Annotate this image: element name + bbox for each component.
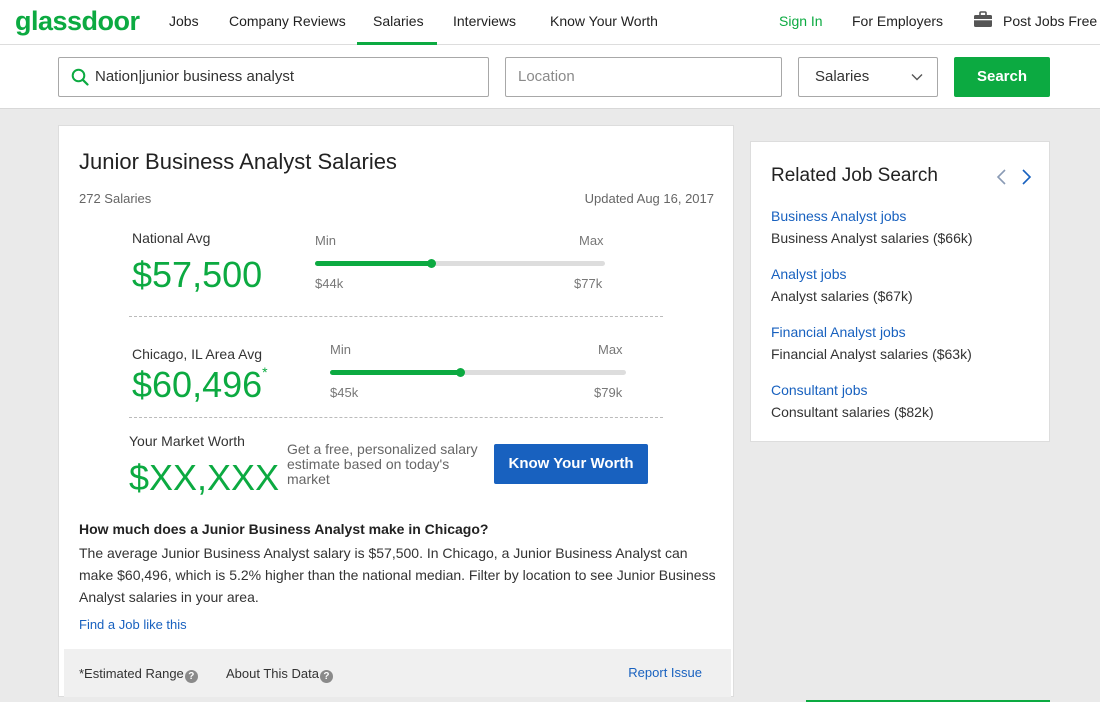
local-avg-label: Chicago, IL Area Avg <box>132 346 262 362</box>
national-avg-label: National Avg <box>132 230 211 246</box>
top-nav: glassdoor Jobs Company Reviews Salaries … <box>0 0 1100 45</box>
faq-question: How much does a Junior Business Analyst … <box>79 521 489 537</box>
market-worth-label: Your Market Worth <box>129 433 245 449</box>
related-salary: Analyst salaries ($67k) <box>771 288 913 304</box>
related-salary: Financial Analyst salaries ($63k) <box>771 346 972 362</box>
local-min-value: $45k <box>330 385 359 400</box>
local-max-value: $79k <box>594 385 623 400</box>
market-worth-value: $XX,XXX <box>129 457 280 498</box>
glassdoor-logo[interactable]: glassdoor <box>15 6 140 36</box>
report-issue-link[interactable]: Report Issue <box>628 665 702 680</box>
related-title: Related Job Search <box>771 165 938 186</box>
related-link[interactable]: Consultant jobs <box>771 382 868 398</box>
briefcase-icon <box>974 11 992 27</box>
sign-in-link[interactable]: Sign In <box>779 13 823 29</box>
divider <box>129 417 663 418</box>
nav-jobs[interactable]: Jobs <box>169 13 199 29</box>
page-title: Junior Business Analyst Salaries <box>79 149 397 174</box>
local-range-bar <box>330 368 626 377</box>
nav-know-your-worth[interactable]: Know Your Worth <box>550 13 658 29</box>
related-link[interactable]: Business Analyst jobs <box>771 208 907 224</box>
nav-salaries[interactable]: Salaries <box>373 13 424 29</box>
national-max-label: Max <box>579 233 604 248</box>
related-job-search-card: Related Job Search Business Analyst jobs… <box>750 141 1050 442</box>
related-link[interactable]: Analyst jobs <box>771 266 847 282</box>
salary-count: 272 Salaries <box>79 191 152 206</box>
nav-interviews[interactable]: Interviews <box>453 13 517 29</box>
active-tab-indicator <box>357 0 437 45</box>
about-data-info[interactable]: About This Data? <box>226 666 333 683</box>
partial-green-bar <box>806 700 1050 702</box>
keyword-input[interactable]: Nation|junior business analyst <box>58 57 489 97</box>
national-max-value: $77k <box>574 276 603 291</box>
local-range-fill <box>330 370 461 375</box>
estimated-range-label: *Estimated Range <box>79 666 184 681</box>
salary-card: Junior Business Analyst Salaries 272 Sal… <box>58 125 734 697</box>
search-type-value: Salaries <box>815 68 870 85</box>
help-icon[interactable]: ? <box>319 670 333 683</box>
divider <box>129 316 663 317</box>
search-icon <box>71 68 89 86</box>
chevron-down-icon <box>911 74 923 81</box>
national-range-bar <box>315 259 605 268</box>
local-min-label: Min <box>330 342 351 357</box>
search-type-select[interactable]: Salaries <box>798 57 938 97</box>
about-data-label: About This Data <box>226 666 319 681</box>
know-your-worth-button[interactable]: Know Your Worth <box>494 444 648 484</box>
help-icon[interactable]: ? <box>184 670 198 683</box>
chevron-right-icon[interactable] <box>1019 168 1033 186</box>
search-button[interactable]: Search <box>954 57 1050 97</box>
national-range-fill <box>315 261 431 266</box>
updated-date: Updated Aug 16, 2017 <box>584 191 714 206</box>
related-link[interactable]: Financial Analyst jobs <box>771 324 906 340</box>
card-footer: *Estimated Range? About This Data? Repor… <box>64 649 731 697</box>
national-min-value: $44k <box>315 276 344 291</box>
post-jobs-link[interactable]: Post Jobs Free <box>1003 13 1098 29</box>
related-salary: Business Analyst salaries ($66k) <box>771 230 973 246</box>
national-range-marker <box>427 259 436 268</box>
search-bar: Nation|junior business analyst Location … <box>0 45 1100 109</box>
local-avg-amount: $60,496 <box>132 364 263 405</box>
local-range-marker <box>456 368 466 377</box>
keyword-value: Nation|junior business analyst <box>95 68 295 85</box>
related-salary: Consultant salaries ($82k) <box>771 404 934 420</box>
chevron-left-icon[interactable] <box>995 168 1009 186</box>
estimated-range-info[interactable]: *Estimated Range? <box>79 666 198 683</box>
local-max-label: Max <box>598 342 623 357</box>
for-employers-link[interactable]: For Employers <box>852 13 944 29</box>
national-min-label: Min <box>315 233 336 248</box>
market-worth-description: Get a free, personalized salary estimate… <box>287 441 478 487</box>
find-job-link[interactable]: Find a Job like this <box>79 617 187 632</box>
nav-company-reviews[interactable]: Company Reviews <box>229 13 346 29</box>
estimated-asterisk: * <box>262 364 268 380</box>
local-avg-value: $60,496* <box>132 364 268 406</box>
faq-answer: The average Junior Business Analyst sala… <box>79 545 716 605</box>
location-input[interactable]: Location <box>505 57 782 97</box>
national-avg-value: $57,500 <box>132 254 263 295</box>
